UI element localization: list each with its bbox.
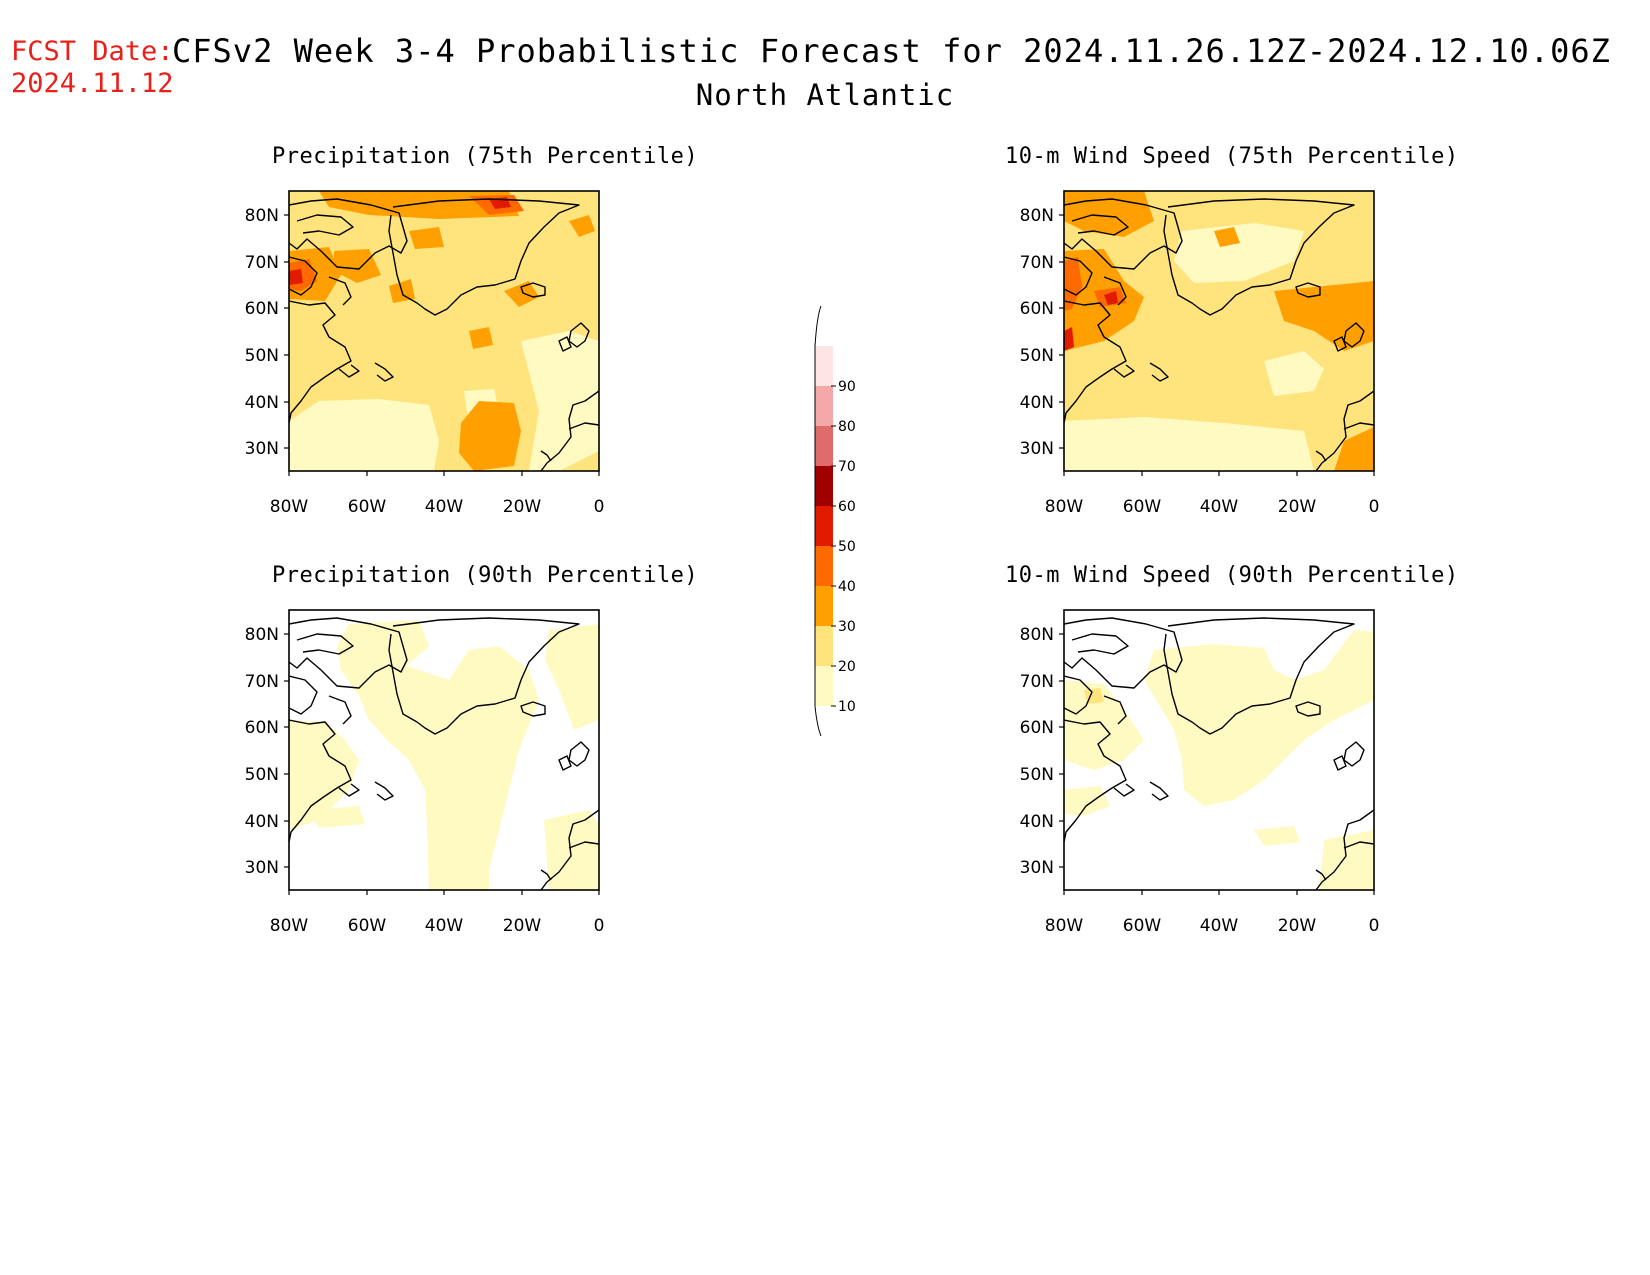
colorbar-outline — [814, 305, 822, 737]
lon-labels-panel-2: 80W 60W 40W 20W 0 — [1045, 497, 1380, 517]
lat-label: 80N — [245, 206, 279, 226]
lon-label: 80W — [1045, 497, 1084, 517]
lon-label: 80W — [270, 497, 309, 517]
lat-label: 70N — [245, 672, 279, 692]
lon-label: 0 — [1369, 916, 1380, 936]
lon-label: 80W — [270, 916, 309, 936]
map-panel-precip-90 — [283, 609, 600, 896]
lon-label: 60W — [348, 916, 387, 936]
lat-label: 40N — [1020, 812, 1054, 832]
lon-label: 0 — [594, 916, 605, 936]
lat-label: 70N — [1020, 672, 1054, 692]
map-panel-precip-75 — [283, 190, 600, 477]
lat-label: 40N — [245, 393, 279, 413]
lat-label: 30N — [1020, 858, 1054, 878]
lon-label: 40W — [425, 497, 464, 517]
forecast-date-label: FCST Date: — [11, 36, 174, 67]
lon-label: 20W — [1278, 916, 1317, 936]
lat-labels-panel-3: 80N 70N 60N 50N 40N 30N — [245, 625, 279, 878]
lat-label: 80N — [245, 625, 279, 645]
lat-label: 60N — [1020, 718, 1054, 738]
lon-label: 60W — [1123, 497, 1162, 517]
colorbar-label: 20 — [838, 659, 856, 675]
lat-label: 60N — [245, 718, 279, 738]
lat-labels-panel-2: 80N 70N 60N 50N 40N 30N — [1020, 206, 1054, 459]
colorbar-swatch — [815, 546, 833, 586]
lat-label: 60N — [245, 299, 279, 319]
colorbar-swatch — [815, 626, 833, 666]
panel-title-precip-75: Precipitation (75th Percentile) — [272, 144, 699, 169]
colorbar-label: 70 — [838, 459, 856, 475]
lon-labels-panel-1: 80W 60W 40W 20W 0 — [270, 497, 605, 517]
lon-label: 80W — [1045, 916, 1084, 936]
lon-labels-panel-4: 80W 60W 40W 20W 0 — [1045, 916, 1380, 936]
forecast-date-block: FCST Date: 2024.11.12 — [11, 36, 174, 100]
colorbar-label: 80 — [838, 419, 856, 435]
lon-label: 20W — [503, 916, 542, 936]
lon-label: 40W — [1200, 497, 1239, 517]
lon-label: 20W — [1278, 497, 1317, 517]
lon-label: 20W — [503, 497, 542, 517]
colorbar-label: 60 — [838, 499, 856, 515]
lat-label: 50N — [245, 346, 279, 366]
lat-label: 70N — [1020, 253, 1054, 273]
colorbar-swatch — [815, 386, 833, 426]
lon-labels-panel-3: 80W 60W 40W 20W 0 — [270, 916, 605, 936]
region-subtitle: North Atlantic — [695, 78, 955, 112]
lon-label: 0 — [1369, 497, 1380, 517]
lat-label: 30N — [245, 439, 279, 459]
lat-label: 30N — [245, 858, 279, 878]
colorbar-swatch — [815, 466, 833, 506]
lon-label: 40W — [1200, 916, 1239, 936]
lon-label: 60W — [348, 497, 387, 517]
colorbar-swatch — [815, 586, 833, 626]
colorbar-swatch — [815, 346, 833, 386]
lat-label: 70N — [245, 253, 279, 273]
lat-label: 60N — [1020, 299, 1054, 319]
colorbar-label: 90 — [838, 379, 856, 395]
lat-label: 80N — [1020, 625, 1054, 645]
page-title: CFSv2 Week 3-4 Probabilistic Forecast fo… — [172, 32, 1611, 70]
lon-label: 40W — [425, 916, 464, 936]
lat-label: 30N — [1020, 439, 1054, 459]
colorbar-label: 30 — [838, 619, 856, 635]
map-panel-wind-75 — [1058, 190, 1375, 477]
map-panel-wind-90 — [1058, 609, 1375, 896]
lat-label: 50N — [1020, 765, 1054, 785]
forecast-date-value: 2024.11.12 — [11, 68, 174, 99]
lat-label: 80N — [1020, 206, 1054, 226]
colorbar: 10 20 30 40 50 60 70 80 90 — [814, 305, 856, 737]
colorbar-swatch — [815, 666, 833, 706]
colorbar-label: 50 — [838, 539, 856, 555]
lat-label: 40N — [245, 812, 279, 832]
panel-title-wind-75: 10-m Wind Speed (75th Percentile) — [1005, 144, 1459, 169]
lat-labels-panel-1: 80N 70N 60N 50N 40N 30N — [245, 206, 279, 459]
colorbar-swatch — [815, 506, 833, 546]
panel-title-wind-90: 10-m Wind Speed (90th Percentile) — [1005, 563, 1459, 588]
lon-label: 60W — [1123, 916, 1162, 936]
lat-labels-panel-4: 80N 70N 60N 50N 40N 30N — [1020, 625, 1054, 878]
lon-label: 0 — [594, 497, 605, 517]
lat-label: 40N — [1020, 393, 1054, 413]
colorbar-swatch — [815, 426, 833, 466]
colorbar-label: 40 — [838, 579, 856, 595]
panel-title-precip-90: Precipitation (90th Percentile) — [272, 563, 699, 588]
colorbar-label: 10 — [838, 699, 856, 715]
lat-label: 50N — [245, 765, 279, 785]
lat-label: 50N — [1020, 346, 1054, 366]
